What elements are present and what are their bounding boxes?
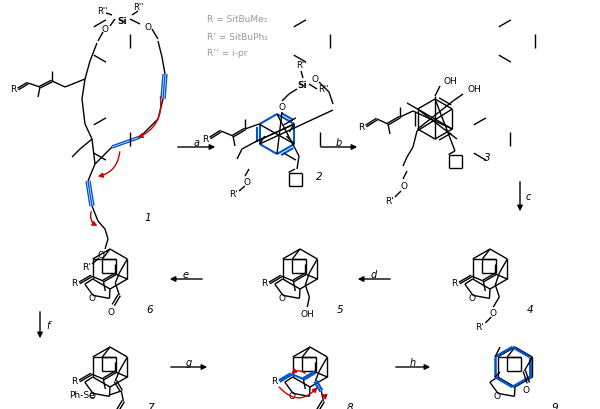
Text: R: R	[71, 279, 77, 288]
Text: R’ = SitBuPh₂: R’ = SitBuPh₂	[207, 32, 268, 41]
Text: R: R	[71, 377, 77, 386]
Text: a: a	[194, 138, 200, 148]
Text: f: f	[46, 320, 50, 330]
Text: O: O	[311, 75, 319, 84]
Text: R'': R''	[296, 61, 306, 70]
Text: g: g	[186, 357, 192, 367]
Text: R': R'	[475, 323, 484, 332]
Text: 9: 9	[551, 402, 559, 409]
Text: R'': R''	[318, 85, 328, 94]
Text: Ph-Se: Ph-Se	[70, 391, 95, 400]
Text: OH: OH	[443, 77, 457, 86]
Text: O: O	[401, 182, 407, 191]
Text: O: O	[469, 293, 476, 302]
Text: O: O	[89, 391, 95, 400]
Text: O: O	[278, 293, 286, 302]
Text: 8: 8	[347, 402, 353, 409]
Text: 7: 7	[146, 402, 154, 409]
Text: h: h	[410, 357, 416, 367]
Text: R: R	[261, 279, 268, 288]
Text: R: R	[358, 122, 364, 131]
Text: O: O	[523, 386, 530, 395]
Text: O: O	[98, 250, 104, 259]
Text: d: d	[371, 270, 377, 279]
Text: R': R'	[229, 190, 238, 199]
Text: R'': R''	[97, 7, 107, 16]
Text: c: c	[526, 192, 530, 202]
Text: 2: 2	[316, 172, 322, 182]
Text: R’’ = i-pr: R’’ = i-pr	[207, 49, 247, 58]
Text: O: O	[101, 25, 109, 34]
Text: OH: OH	[467, 85, 481, 94]
Text: O: O	[289, 391, 296, 400]
Text: O: O	[145, 23, 152, 32]
Text: O: O	[490, 309, 497, 318]
Text: 3: 3	[484, 153, 490, 163]
Text: e: e	[183, 270, 189, 279]
Text: O: O	[494, 391, 500, 400]
Text: R': R'	[385, 197, 394, 206]
Text: R': R'	[82, 263, 91, 272]
Text: O: O	[108, 308, 115, 317]
Text: 6: 6	[146, 304, 154, 314]
Text: O: O	[244, 178, 251, 187]
Text: b: b	[336, 138, 342, 148]
Text: R: R	[10, 85, 16, 94]
Text: R = SitBuMe₂: R = SitBuMe₂	[207, 16, 268, 25]
Text: R: R	[451, 279, 457, 288]
Text: 4: 4	[527, 304, 533, 314]
Text: OH: OH	[301, 310, 314, 319]
Text: O: O	[89, 293, 95, 302]
Text: R: R	[202, 134, 208, 143]
Text: Si: Si	[117, 18, 127, 27]
Text: Si: Si	[297, 80, 307, 89]
Text: R'': R''	[133, 4, 143, 12]
Text: O: O	[278, 102, 286, 111]
Text: R: R	[271, 377, 277, 386]
Text: 1: 1	[145, 213, 151, 222]
Text: 5: 5	[337, 304, 343, 314]
